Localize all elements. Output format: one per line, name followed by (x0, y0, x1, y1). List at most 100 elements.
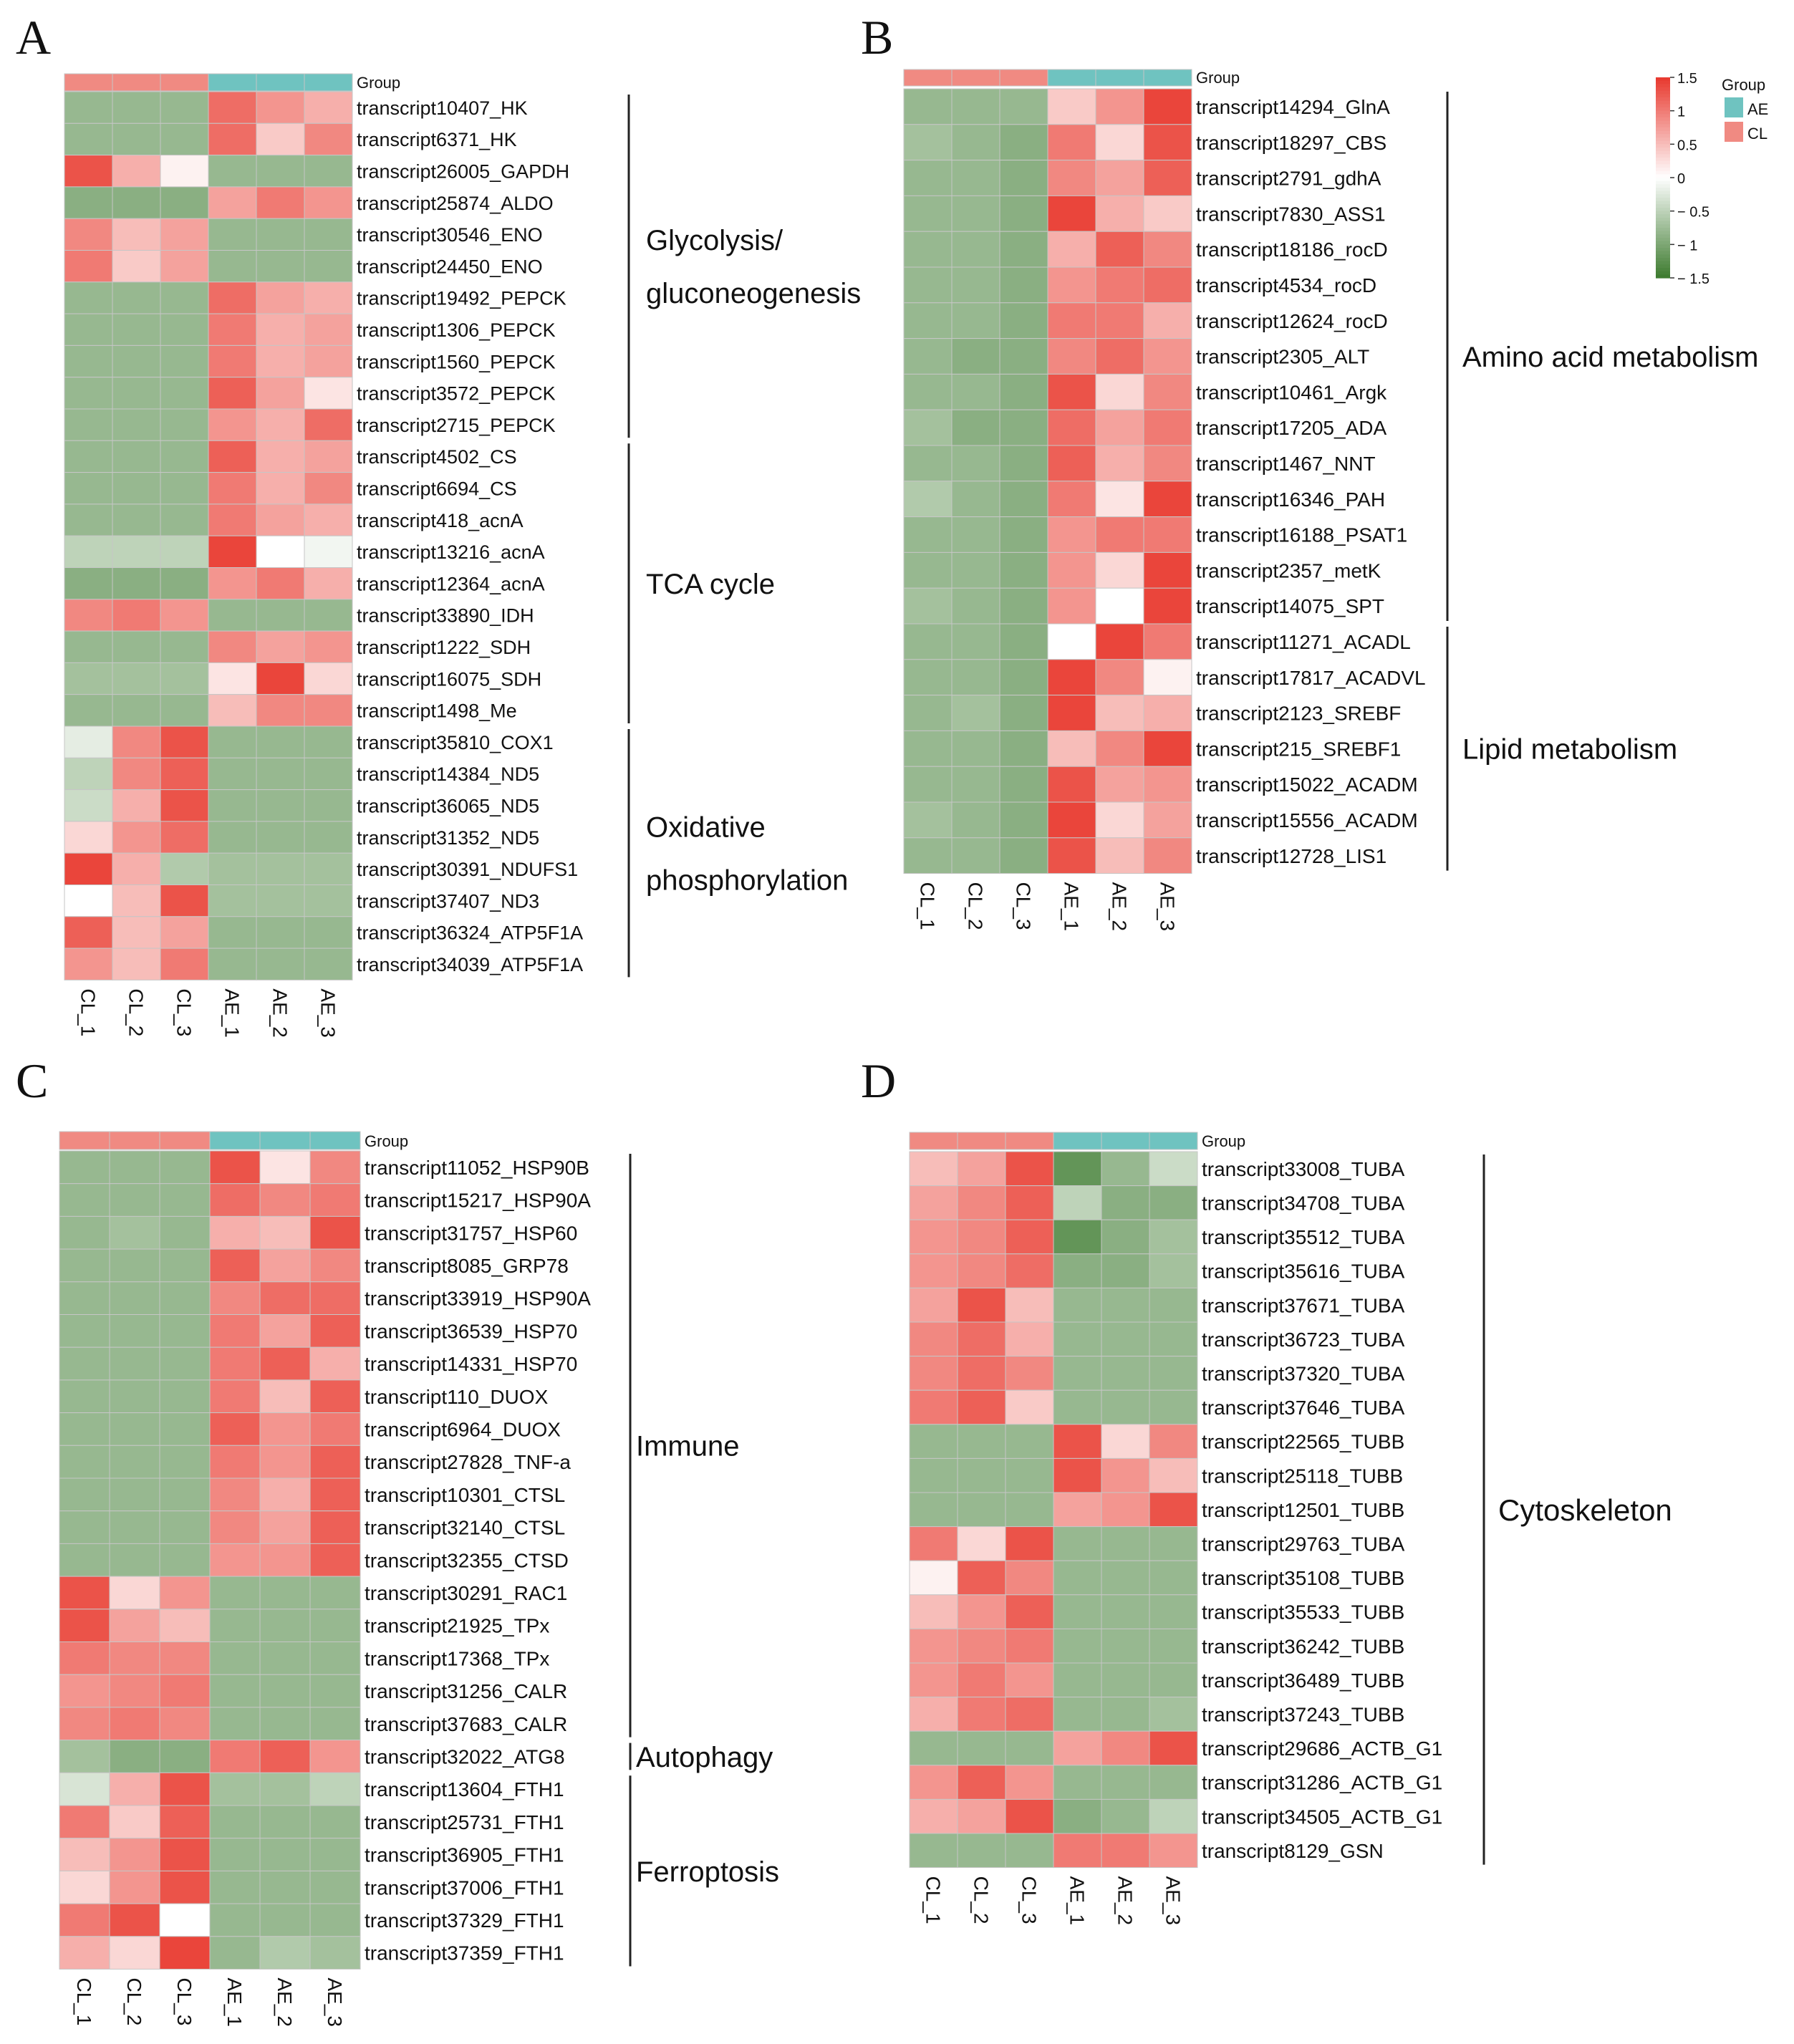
heatmap-cell (64, 440, 113, 473)
row-label: transcript4502_CS (357, 446, 517, 468)
heatmap-cell (909, 1219, 958, 1255)
heatmap-cell (909, 1287, 958, 1323)
heatmap-cell (909, 1151, 958, 1187)
row-label: transcript6694_CS (357, 478, 517, 499)
heatmap-cell (909, 1628, 958, 1664)
heatmap-cell (1047, 623, 1096, 660)
heatmap-cell (957, 1424, 1006, 1459)
heatmap-cell (309, 1707, 361, 1741)
heatmap-cell (159, 1412, 211, 1446)
row-label: transcript35512_TUBA (1202, 1226, 1405, 1248)
row-label: transcript33919_HSP90A (365, 1288, 591, 1310)
heatmap-cell (259, 1510, 311, 1544)
heatmap-cell (1101, 1765, 1150, 1800)
heatmap-cell (1053, 1492, 1102, 1528)
group-annotation-cell (64, 73, 113, 92)
row-label: transcript15022_ACADM (1196, 773, 1418, 796)
heatmap-cell (909, 1424, 958, 1459)
row-label: transcript35108_TUBB (1202, 1567, 1404, 1589)
heatmap-cell (1005, 1287, 1054, 1323)
row-label: transcript36539_HSP70 (365, 1320, 577, 1342)
heatmap-cell (304, 789, 353, 822)
heatmap-cell (1143, 338, 1192, 375)
heatmap-cell (1053, 1662, 1102, 1698)
color-scale-segment (1656, 158, 1670, 162)
heatmap-cell (1005, 1833, 1054, 1869)
heatmap-cell (112, 694, 161, 727)
heatmap-cell (208, 186, 257, 219)
heatmap-cell (109, 1183, 160, 1217)
heatmap-cell (160, 408, 209, 441)
heatmap-cell (999, 730, 1048, 767)
column-label: CL_3 (173, 988, 196, 1036)
heatmap-cell (109, 1379, 160, 1414)
row-label: transcript34708_TUBA (1202, 1192, 1405, 1214)
heatmap-cell (109, 1445, 160, 1479)
heatmap-cell (112, 567, 161, 600)
heatmap-cell (1101, 1321, 1150, 1357)
heatmap-cell (1149, 1253, 1198, 1288)
column-label: CL_1 (73, 1978, 95, 2026)
heatmap-cell (209, 1150, 261, 1185)
row-label: transcript37006_FTH1 (365, 1876, 564, 1899)
heatmap-cell (59, 1379, 110, 1414)
heatmap-cell (256, 567, 305, 600)
heatmap-cell (1053, 1151, 1102, 1187)
heatmap-cell (59, 1936, 110, 1970)
color-scale-segment (1656, 77, 1670, 82)
row-label: transcript37243_TUBB (1202, 1703, 1404, 1725)
row-label: transcript37359_FTH1 (365, 1942, 564, 1965)
row-label: transcript3572_PEPCK (357, 383, 556, 405)
color-scale-segment (1656, 184, 1670, 188)
color-scale-segment (1656, 174, 1670, 178)
row-label: transcript36242_TUBB (1202, 1635, 1404, 1657)
row-label: transcript33890_IDH (357, 605, 534, 627)
heatmap-cell (909, 1697, 958, 1732)
heatmap-cell (109, 1510, 160, 1544)
heatmap-cell (957, 1628, 1006, 1664)
heatmap-cell (304, 567, 353, 600)
heatmap-cell (256, 916, 305, 949)
heatmap-cell (1101, 1560, 1150, 1596)
heatmap-cell (112, 599, 161, 632)
heatmap-cell (957, 1697, 1006, 1732)
heatmap-cell (1005, 1389, 1054, 1425)
heatmap-cell (64, 344, 113, 378)
heatmap-cell (999, 801, 1048, 839)
heatmap-cell (259, 1248, 311, 1283)
heatmap-cell (909, 1833, 958, 1869)
heatmap-cell (951, 623, 1000, 660)
group-annotation-cell (903, 69, 953, 87)
heatmap-cell (957, 1662, 1006, 1698)
column-label: AE_3 (317, 988, 339, 1038)
row-label: transcript1222_SDH (357, 637, 531, 658)
color-scale-tick-label: 0.5 (1677, 138, 1697, 153)
heatmap-cell (259, 1936, 311, 1970)
heatmap-cell (903, 88, 953, 125)
heatmap-cell (259, 1740, 311, 1773)
heatmap-cell (1101, 1287, 1150, 1323)
heatmap-cell (64, 599, 113, 632)
heatmap-cell (1143, 695, 1192, 731)
heatmap-cell (1005, 1492, 1054, 1528)
heatmap-cell (309, 1674, 361, 1708)
heatmap-cell (259, 1412, 311, 1446)
heatmap-cell (160, 344, 209, 378)
heatmap-cell (160, 821, 209, 854)
heatmap-cell (1005, 1424, 1054, 1459)
group-annotation-cell (951, 69, 1000, 87)
heatmap-cell (1143, 587, 1192, 625)
heatmap-cell (999, 266, 1048, 304)
heatmap-cell (109, 1215, 160, 1250)
heatmap-cell (909, 1662, 958, 1698)
heatmap-cell (909, 1560, 958, 1596)
heatmap-cell (59, 1281, 110, 1316)
heatmap-cell (208, 344, 257, 378)
heatmap-cell (304, 852, 353, 885)
heatmap-cell (209, 1445, 261, 1479)
row-label: transcript29763_TUBA (1202, 1533, 1405, 1555)
heatmap-cell (64, 503, 113, 536)
heatmap-cell (1095, 338, 1144, 375)
heatmap-cell (1095, 88, 1144, 125)
heatmap-cell (1047, 695, 1096, 731)
